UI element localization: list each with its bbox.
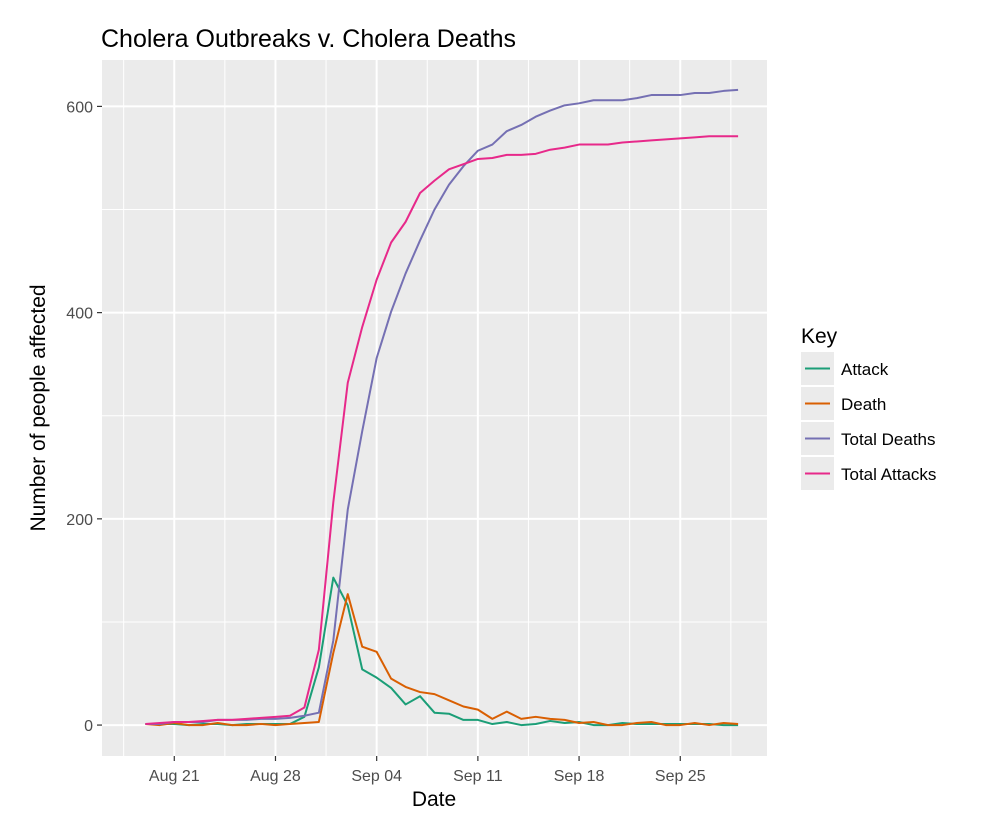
y-tick-label: 400 <box>66 306 93 323</box>
legend-label-death: Death <box>841 395 886 414</box>
y-tick-label: 0 <box>84 718 93 735</box>
legend-label-attack: Attack <box>841 360 889 379</box>
series-lines <box>145 88 739 727</box>
legend-label-total-attacks: Total Attacks <box>841 465 936 484</box>
x-tick-label: Sep 25 <box>655 768 706 785</box>
y-axis-title: Number of people affected <box>27 284 50 531</box>
x-tick-label: Sep 04 <box>351 768 402 785</box>
x-tick-label: Aug 28 <box>250 768 301 785</box>
legend-title: Key <box>801 325 838 348</box>
legend: Key Attack Death Total Deaths Total Attacks <box>801 325 936 490</box>
minor-gridlines <box>102 60 767 756</box>
series-line-total-attacks <box>145 135 739 726</box>
x-tick-label: Sep 11 <box>453 768 503 785</box>
legend-label-total-deaths: Total Deaths <box>841 430 936 449</box>
y-tick-label: 600 <box>66 99 93 116</box>
x-axis-title: Date <box>412 788 456 811</box>
x-axis: Aug 21 Aug 28 Sep 04 Sep 11 Sep 18 Sep 25 <box>149 756 706 785</box>
major-gridlines <box>102 60 767 756</box>
series-line-death <box>145 593 739 727</box>
plot-panel <box>102 60 767 756</box>
chart-title: Cholera Outbreaks v. Cholera Deaths <box>101 25 516 53</box>
x-tick-label: Sep 18 <box>554 768 605 785</box>
y-axis: 0 200 400 600 <box>66 99 102 735</box>
y-tick-label: 200 <box>66 512 93 529</box>
x-tick-label: Aug 21 <box>149 768 200 785</box>
